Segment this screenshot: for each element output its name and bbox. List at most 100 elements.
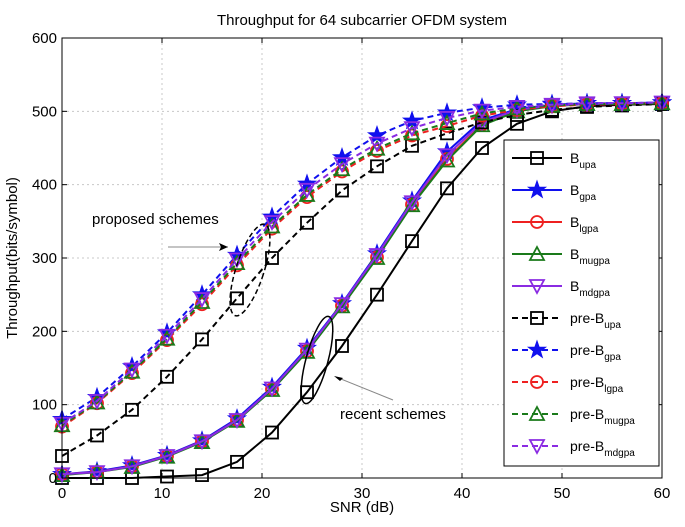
series-line: [61, 102, 663, 428]
data-point: [368, 136, 386, 153]
data-point: [370, 159, 384, 174]
data-point: [90, 428, 104, 443]
data-point: [123, 362, 141, 379]
data-point: [88, 465, 106, 482]
x-tick-label: 60: [654, 485, 671, 502]
data-point: [475, 141, 489, 155]
y-tick-label: 300: [32, 250, 57, 267]
legend-item: pre-Blgpa: [512, 374, 624, 395]
y-axis-label: Throughput(bits/symbol): [4, 177, 21, 339]
data-point: [158, 328, 176, 345]
legend-marker: [528, 245, 546, 261]
legend-label: Blgpa: [570, 214, 599, 235]
series-layer: [51, 91, 673, 485]
legend-marker: [530, 311, 544, 325]
legend-label: Bmugpa: [570, 246, 610, 267]
legend-label: Bmdgpa: [570, 278, 610, 299]
x-tick-label: 40: [454, 485, 471, 502]
data-point: [438, 114, 456, 130]
legend-box: [503, 139, 660, 467]
data-point: [228, 413, 246, 429]
recent-schemes-label: recent schemes: [340, 406, 446, 423]
legend-item: pre-Bupa: [512, 310, 621, 331]
data-point: [263, 217, 281, 234]
data-point: [265, 425, 279, 440]
data-point: [543, 97, 561, 114]
recent-schemes-pointer: [335, 376, 394, 401]
y-tick-label: 400: [32, 177, 57, 194]
legend-marker: [526, 179, 548, 199]
legend-item: pre-Bmugpa: [512, 405, 635, 427]
x-tick-label: 10: [154, 485, 171, 502]
data-point: [613, 96, 631, 113]
data-point: [576, 92, 598, 112]
data-point: [263, 215, 281, 231]
data-point: [265, 251, 279, 265]
x-tick-label: 0: [58, 485, 66, 502]
legend-item: Bgpa: [512, 179, 596, 203]
data-point: [298, 182, 316, 199]
data-point: [335, 183, 349, 198]
data-point: [368, 249, 386, 265]
legend-marker: [530, 215, 544, 229]
data-point: [403, 124, 421, 141]
data-point: [88, 394, 106, 410]
data-point: [335, 339, 349, 353]
data-point: [230, 291, 244, 306]
data-point: [333, 157, 351, 174]
data-point: [335, 164, 349, 179]
data-point: [403, 121, 421, 138]
data-point: [333, 160, 351, 177]
data-point: [403, 195, 421, 212]
y-tick-label: 600: [32, 30, 57, 47]
data-point: [195, 468, 209, 482]
legend-label: pre-Blgpa: [570, 374, 624, 395]
series-pre-B_mdgpa: [53, 95, 671, 433]
data-point: [193, 434, 211, 451]
data-point: [440, 181, 454, 196]
legend-marker: [530, 375, 544, 389]
y-tick-label: 200: [32, 323, 57, 340]
legend-item: pre-Bgpa: [512, 339, 621, 363]
data-point: [368, 139, 386, 156]
data-point: [473, 103, 491, 120]
annotations: proposed schemes recent schemes: [92, 211, 446, 423]
data-point: [366, 124, 388, 145]
x-tick-label: 30: [354, 485, 371, 502]
data-point: [370, 287, 384, 302]
data-point: [405, 234, 419, 249]
y-tick-label: 0: [49, 470, 57, 487]
legend-label: pre-Bgpa: [570, 342, 621, 363]
proposed-schemes-label: proposed schemes: [92, 211, 219, 228]
legend-marker: [528, 439, 546, 455]
data-point: [368, 248, 386, 264]
legend-label: pre-Bmugpa: [570, 406, 635, 427]
legend-item: pre-Bmdgpa: [512, 438, 635, 459]
recent-schemes-ellipse: [300, 315, 334, 405]
legend-marker: [526, 339, 548, 359]
data-point: [370, 144, 384, 158]
x-axis-label: SNR (dB): [330, 499, 394, 516]
data-point: [263, 381, 281, 398]
data-point: [160, 469, 174, 484]
data-point: [193, 292, 211, 308]
y-tick-label: 500: [32, 103, 57, 120]
legend-item: Bmdgpa: [512, 278, 610, 299]
data-point: [440, 126, 454, 141]
data-point: [230, 454, 244, 469]
legend-label: Bupa: [570, 150, 596, 171]
proposed-schemes-ellipse: [229, 223, 271, 317]
data-point: [508, 100, 526, 116]
data-point: [195, 332, 209, 347]
data-point: [403, 196, 421, 213]
y-tick-label: 100: [32, 397, 57, 414]
data-point: [298, 342, 316, 359]
legend-item: Bmugpa: [512, 245, 610, 267]
legend: Bupa Bgpa Blgpa Bmugpa Bmdgpa pre-Bupa pre-Bgp…: [503, 139, 660, 467]
legend-marker: [530, 151, 544, 165]
chart-title: Throughput for 64 subcarrier OFDM system: [217, 12, 507, 29]
x-tick-label: 50: [554, 485, 571, 502]
data-point: [473, 104, 491, 121]
